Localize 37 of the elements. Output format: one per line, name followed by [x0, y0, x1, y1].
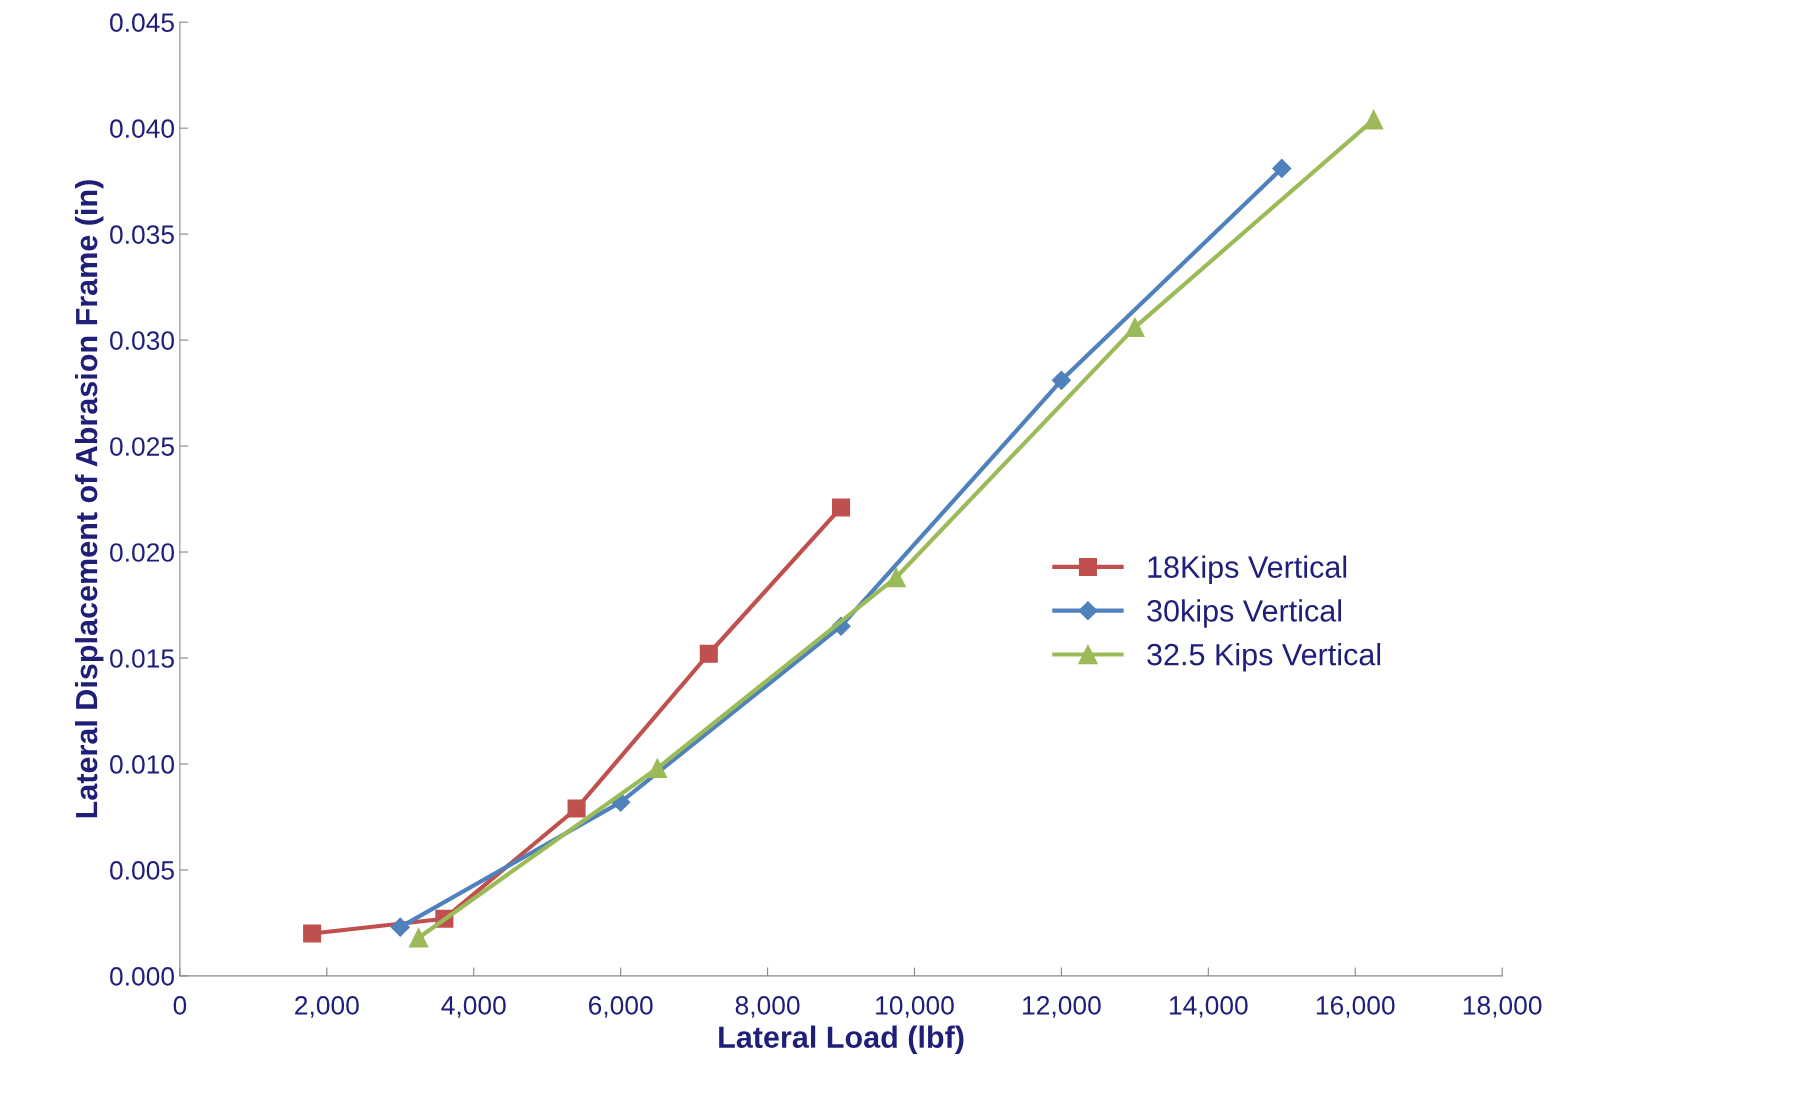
legend-label: 30kips Vertical: [1147, 599, 1341, 628]
y-tick-label: 0.005: [110, 861, 174, 880]
x-tick-label: 12,000: [1023, 996, 1101, 1018]
y-tick-label: 0.025: [110, 437, 174, 456]
point: [390, 917, 410, 937]
point: [832, 498, 851, 517]
y-tick-label: 0.045: [110, 13, 174, 32]
y-axis-title: Lateral Displacement of Abrasion Frame (in): [74, 180, 104, 818]
y-tick-label: 0.015: [110, 649, 174, 668]
y-tick-label: 0.020: [110, 543, 175, 562]
point: [699, 644, 718, 663]
point: [1051, 370, 1071, 390]
x-tick-label: 4,000: [441, 996, 506, 1018]
x-tick-label: 8,000: [735, 996, 800, 1018]
x-tick-label: 16,000: [1316, 996, 1395, 1018]
y-tick-label: 0.035: [110, 225, 174, 244]
y-tick-label: 0.000: [110, 967, 175, 986]
x-tick-label: 10,000: [876, 996, 954, 1018]
point: [567, 799, 586, 818]
point: [303, 924, 322, 943]
legend-label: 32.5 Kips Vertical: [1147, 643, 1381, 672]
x-tick-label: 14,000: [1169, 996, 1248, 1018]
x-tick-label: 6,000: [588, 996, 653, 1018]
point: [408, 928, 429, 948]
x-axis-title: Lateral Load (lbf): [719, 1025, 964, 1054]
point: [886, 567, 906, 588]
legend-label: 18Kips Vertical: [1148, 555, 1347, 584]
point: [647, 758, 668, 778]
x-tick-label: 2,000: [295, 996, 359, 1018]
y-tick-label: 0.040: [110, 119, 175, 138]
x-tick-label: 18,000: [1463, 996, 1542, 1018]
point: [1125, 317, 1145, 338]
x-tick-label: 0: [173, 996, 187, 1015]
point: [1363, 109, 1384, 130]
y-tick-label: 0.030: [110, 331, 175, 350]
y-tick-label: 0.010: [110, 755, 175, 774]
point: [1272, 158, 1292, 178]
